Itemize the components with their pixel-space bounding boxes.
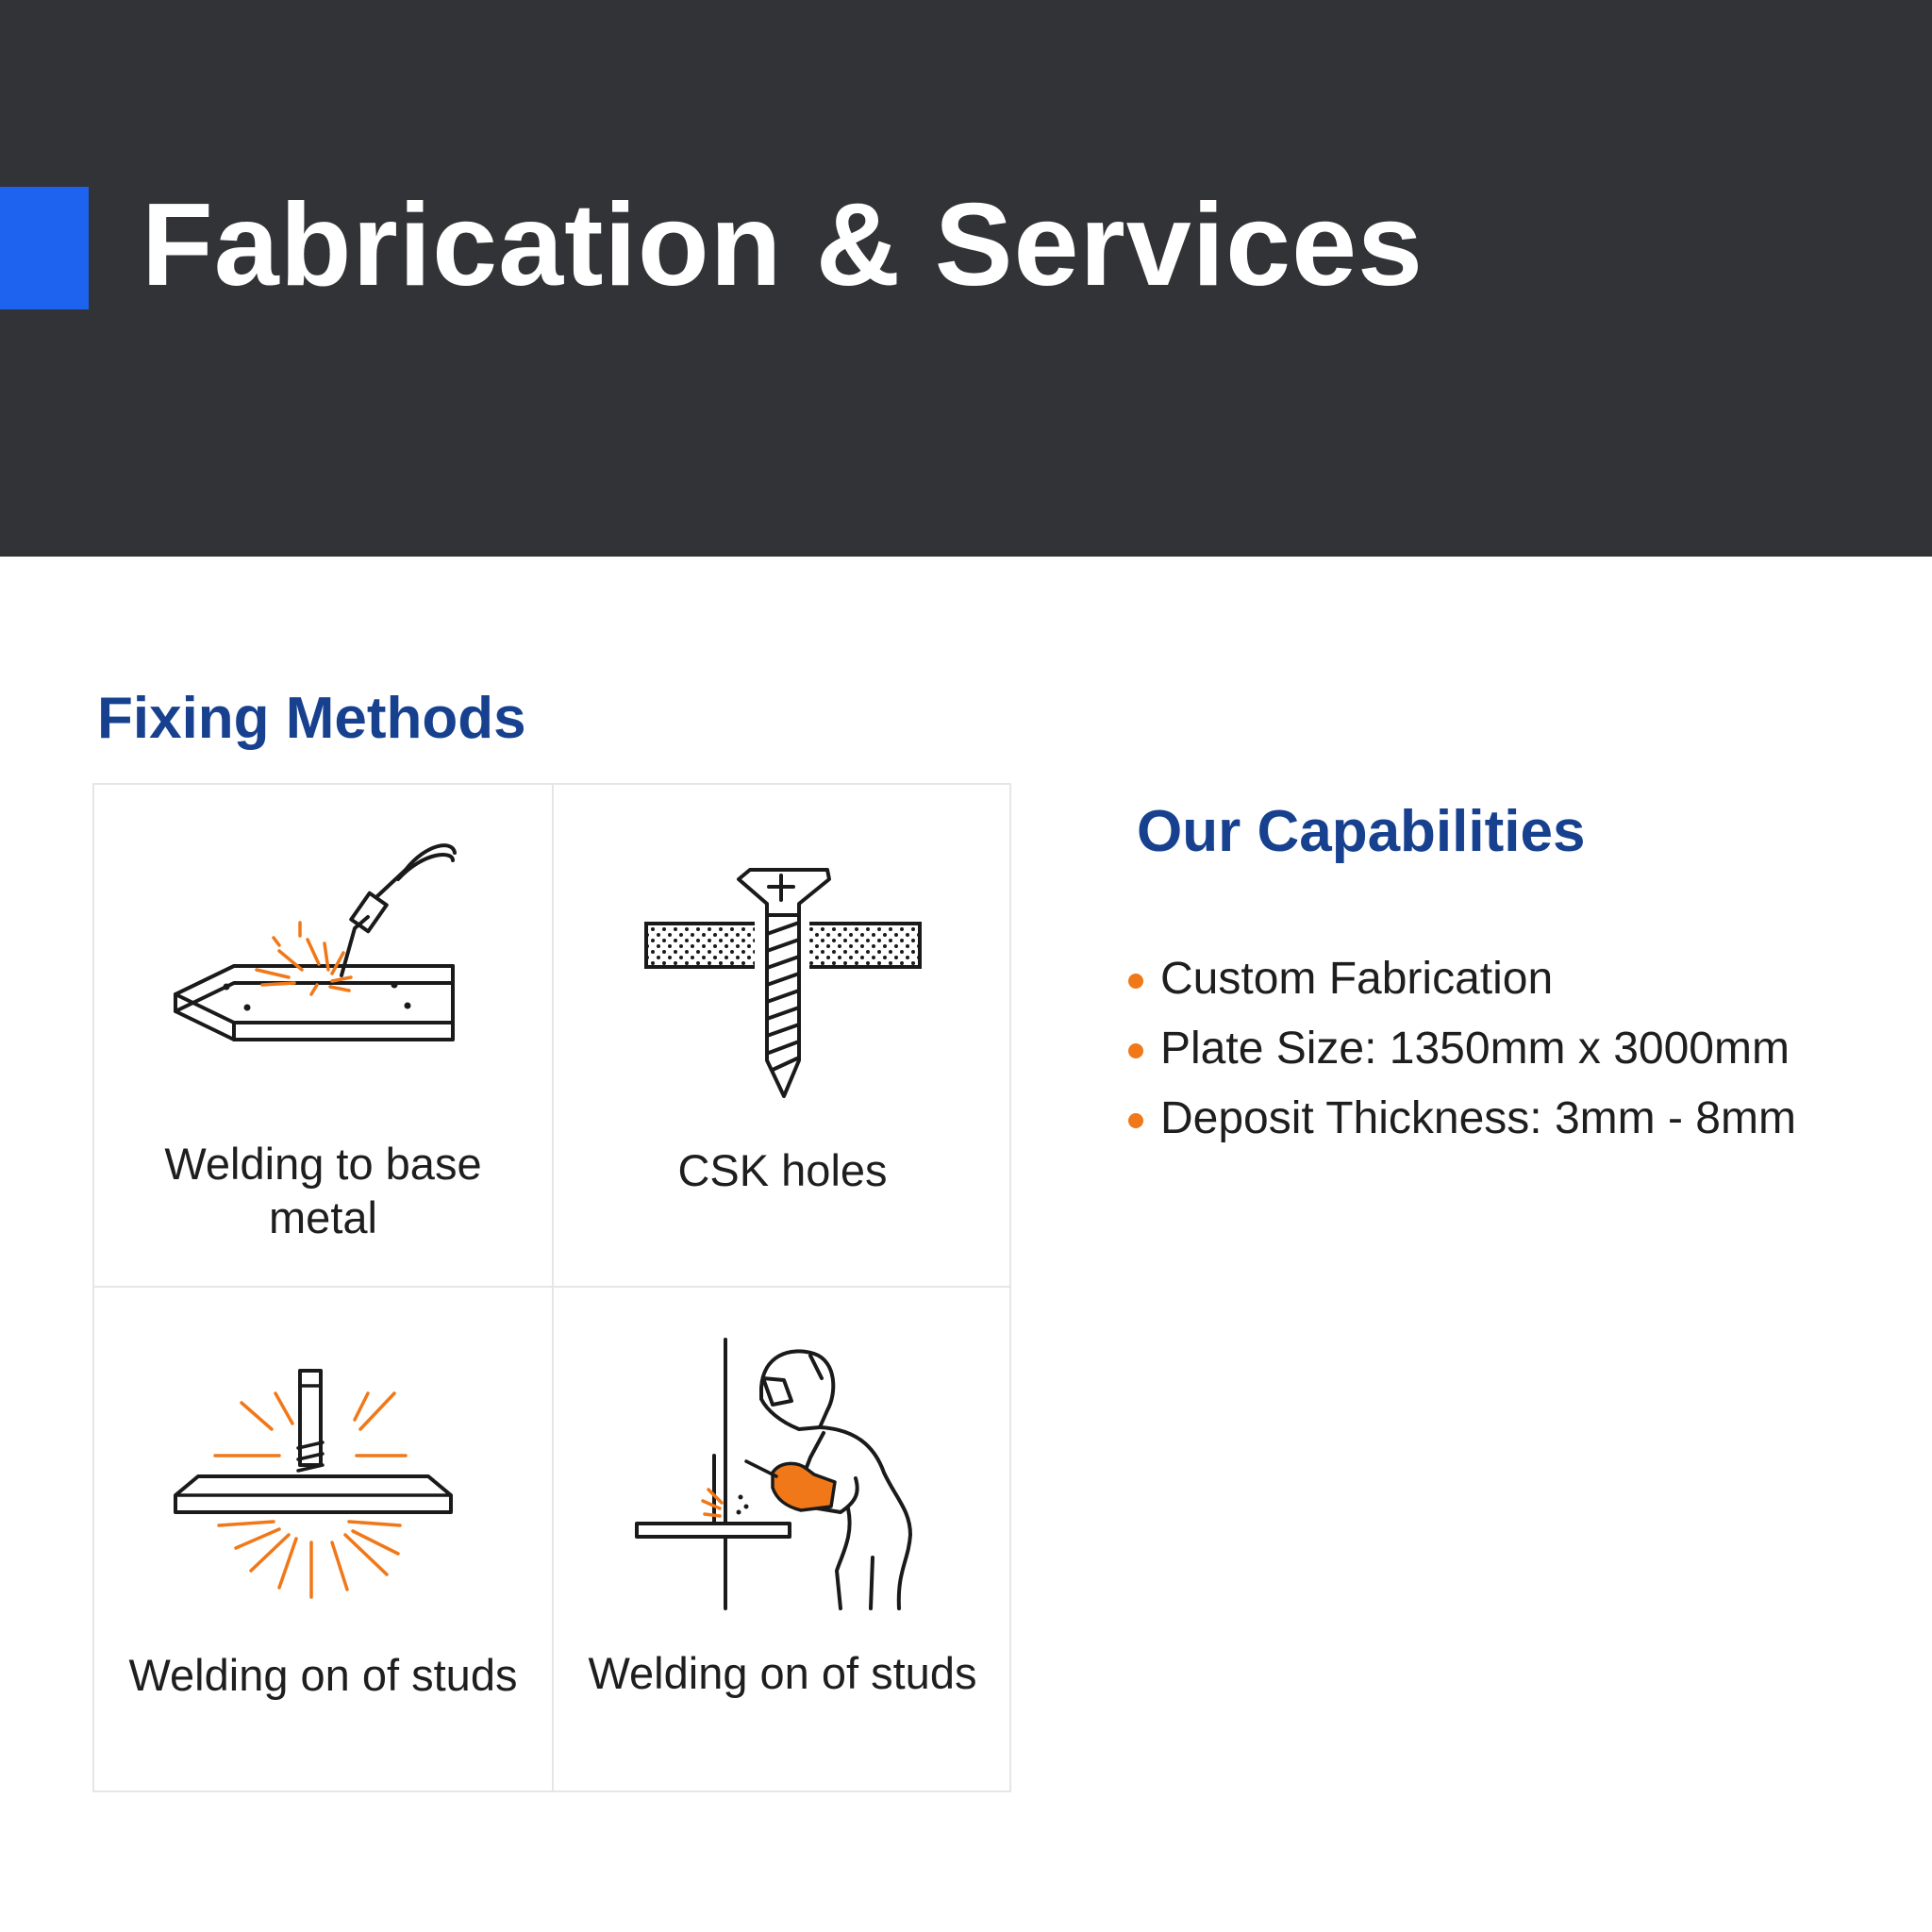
fixing-method-label: Welding on of studs: [588, 1648, 977, 1698]
capability-text: Custom Fabrication: [1160, 954, 1554, 1004]
fixing-method-card: Welding to base metal: [94, 785, 554, 1288]
fixing-method-label: Welding on of studs: [128, 1650, 518, 1700]
capability-item: Deposit Thickness: 3mm - 8mm: [1123, 1086, 1796, 1156]
fixing-method-card: Welding on of studs: [94, 1288, 554, 1790]
capability-text: Plate Size: 1350mm x 3000mm: [1160, 1024, 1790, 1074]
fixing-method-card: CSK holes: [554, 785, 1011, 1288]
bullet-icon: [1128, 974, 1143, 989]
stud-weld-icon: [174, 1369, 453, 1599]
fixing-methods-title: Fixing Methods: [97, 686, 526, 751]
welding-torch-icon: [174, 843, 457, 1041]
capabilities-list: Custom Fabrication Plate Size: 1350mm x …: [1123, 946, 1796, 1156]
capabilities-title: Our Capabilities: [1137, 799, 1586, 864]
capability-text: Deposit Thickness: 3mm - 8mm: [1160, 1093, 1796, 1143]
fixing-methods-grid: Welding to base metal: [92, 783, 1011, 1792]
header-accent-bar: [0, 187, 89, 309]
page-title: Fabrication & Services: [142, 180, 1424, 310]
countersunk-screw-icon: [644, 868, 922, 1098]
bullet-icon: [1128, 1113, 1143, 1128]
fixing-method-card: Welding on of studs: [554, 1288, 1011, 1790]
fixing-method-label: CSK holes: [677, 1145, 888, 1195]
capability-item: Plate Size: 1350mm x 3000mm: [1123, 1016, 1796, 1086]
bullet-icon: [1128, 1043, 1143, 1058]
header-banner: Fabrication & Services: [0, 0, 1932, 557]
capability-item: Custom Fabrication: [1123, 946, 1796, 1016]
welder-worker-icon: [635, 1338, 912, 1610]
fixing-method-label: Welding to base metal: [164, 1139, 482, 1242]
